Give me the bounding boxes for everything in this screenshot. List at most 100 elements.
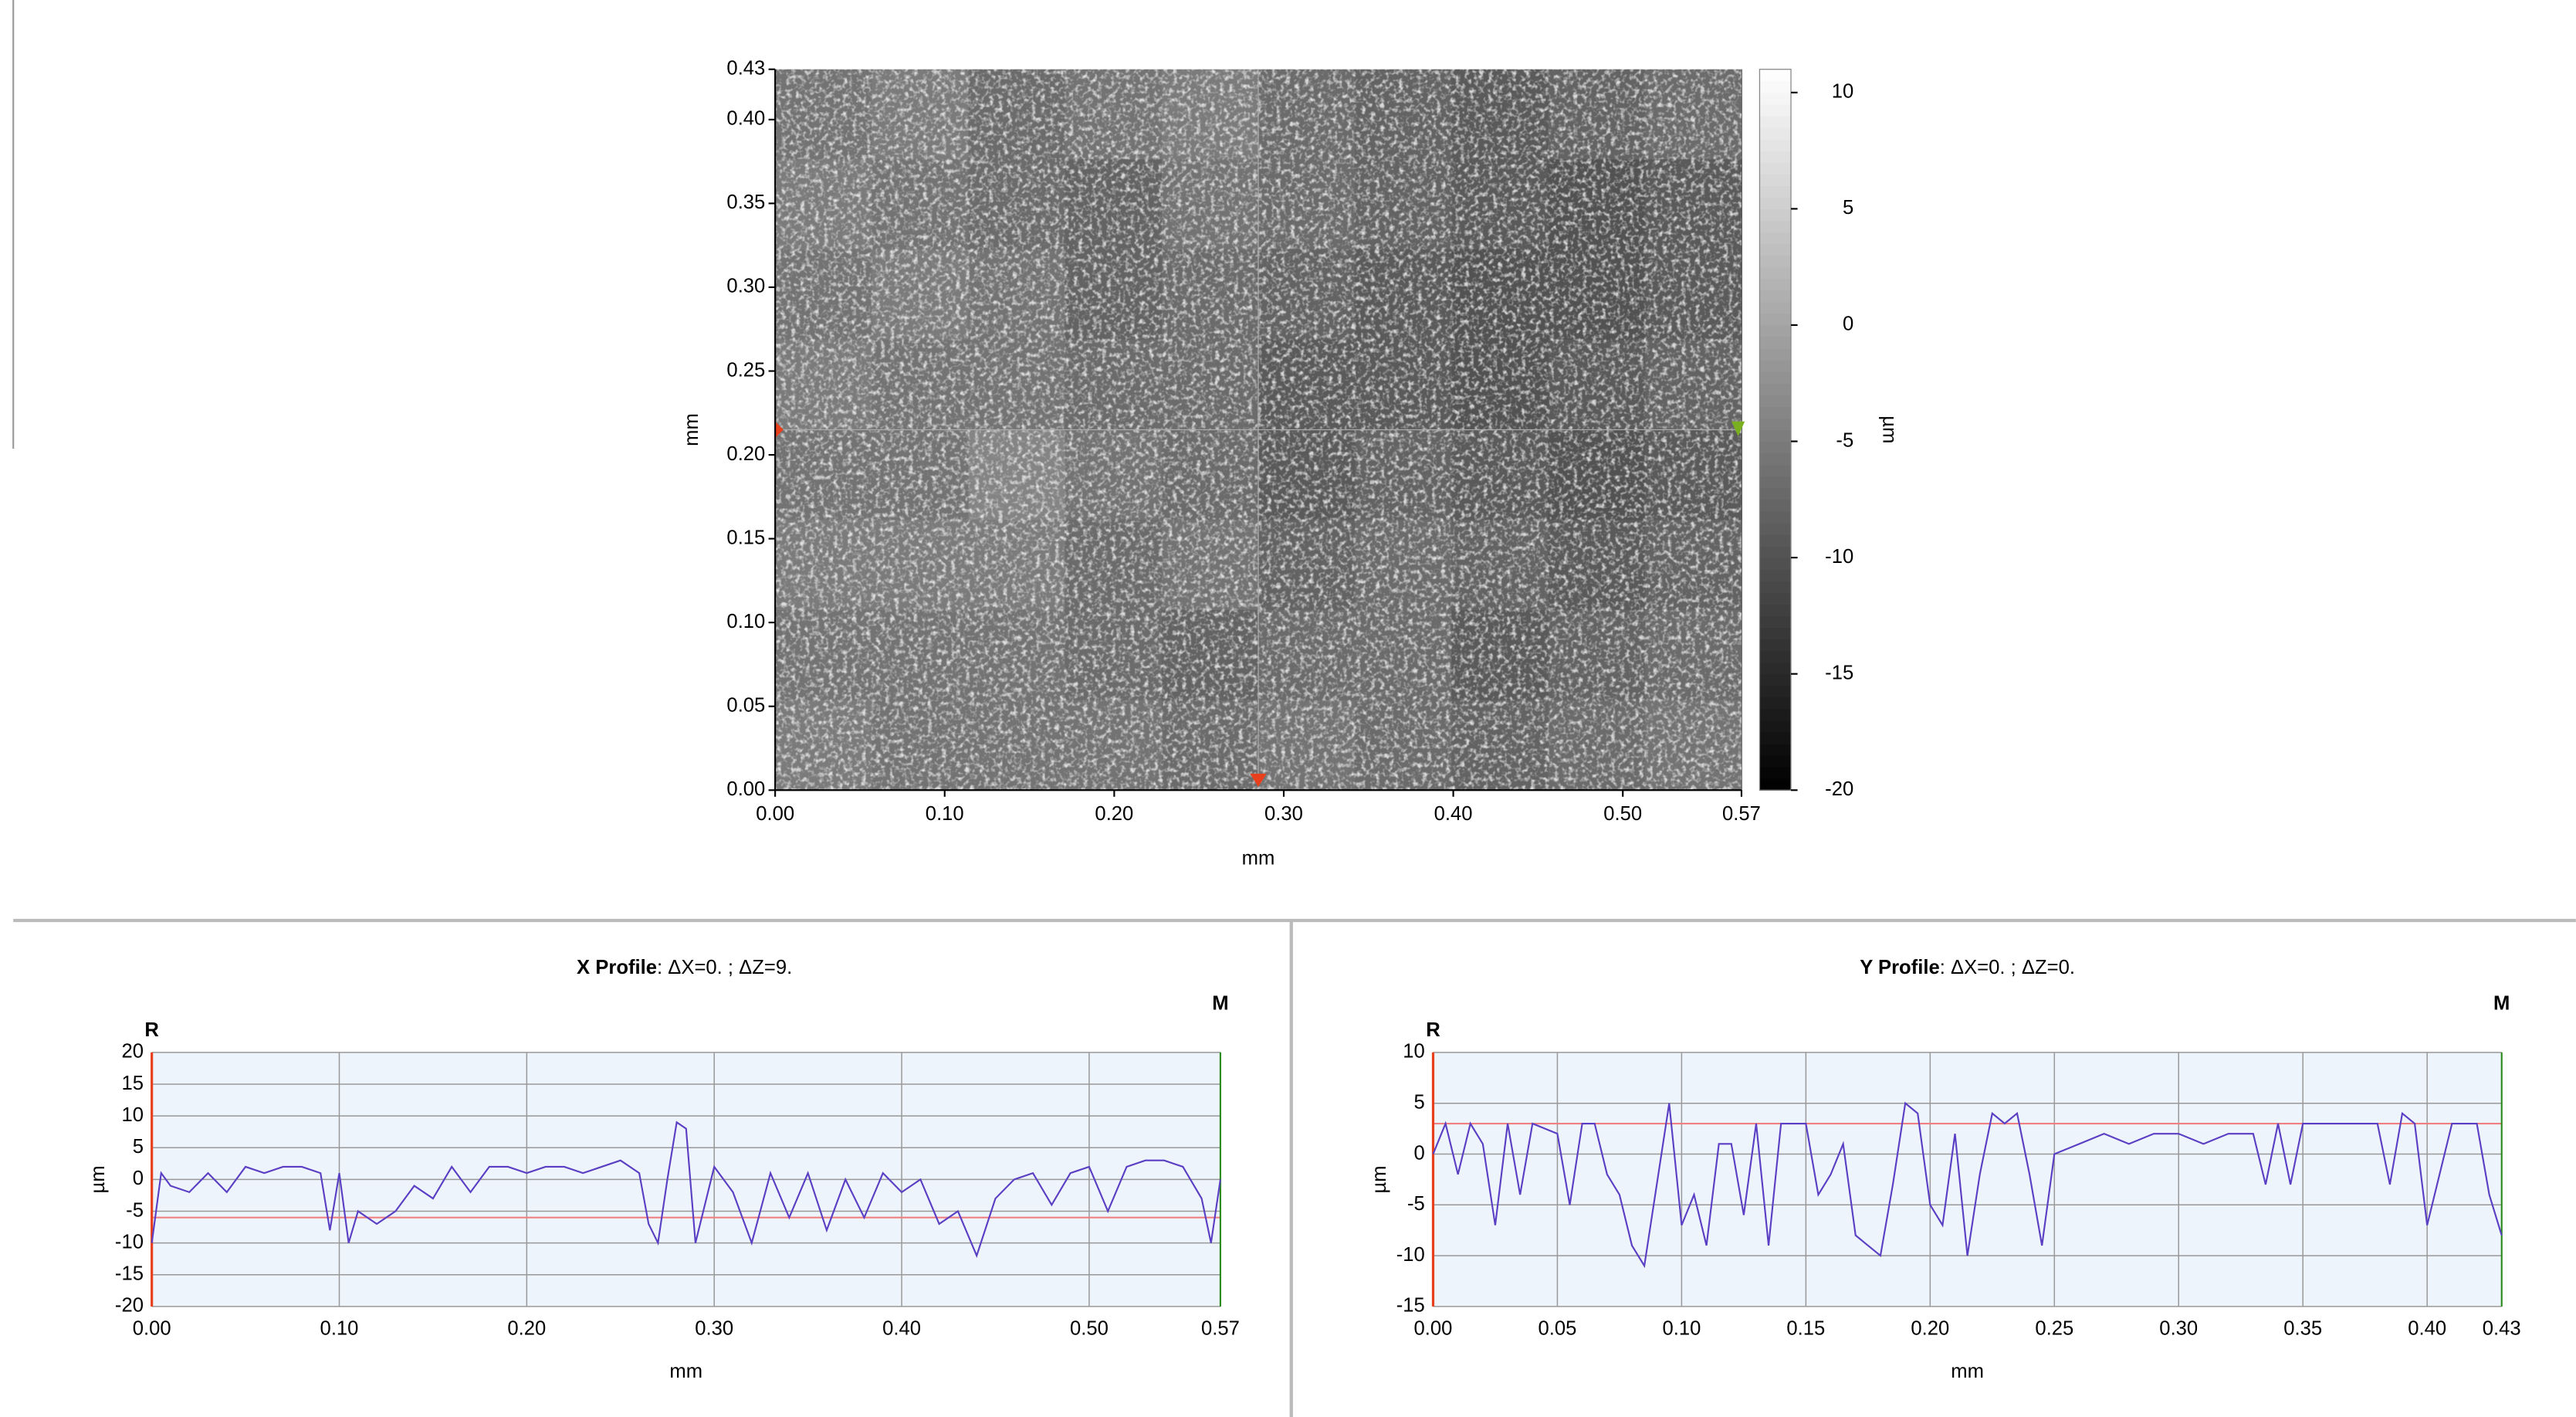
colorbar-tick-label: 0 bbox=[1843, 314, 1853, 335]
colorbar-step bbox=[1759, 266, 1792, 280]
colorbar-step bbox=[1759, 139, 1792, 151]
x-axis-label: mm bbox=[669, 1361, 702, 1382]
colorbar-step bbox=[1759, 441, 1792, 454]
x-tick-label: 0.43 bbox=[2483, 1318, 2521, 1340]
colorbar-step bbox=[1759, 522, 1792, 535]
colorbar-step bbox=[1759, 220, 1792, 233]
colorbar-step bbox=[1759, 348, 1792, 361]
y-tick-label: 0.10 bbox=[726, 611, 765, 632]
colorbar-step bbox=[1759, 510, 1792, 524]
colorbar-label: µm bbox=[1878, 415, 1900, 443]
plot-background bbox=[1433, 1052, 2502, 1307]
y-tick-label: 15 bbox=[121, 1073, 144, 1094]
y-tick-label: 10 bbox=[1403, 1041, 1425, 1063]
colorbar-step bbox=[1759, 92, 1792, 105]
colorbar-tick-label: -15 bbox=[1825, 662, 1853, 683]
colorbar-step bbox=[1759, 476, 1792, 489]
y-tick-label: 5 bbox=[1414, 1091, 1425, 1113]
x-tick-label: 0.20 bbox=[1911, 1318, 1949, 1340]
colorbar-step bbox=[1759, 697, 1792, 710]
x-tick-label: 0.57 bbox=[1201, 1318, 1240, 1340]
colorbar-step bbox=[1759, 290, 1792, 303]
x-tick-label: 0.20 bbox=[1095, 803, 1133, 825]
colorbar-step bbox=[1759, 744, 1792, 756]
profile-title-name: Y Profile bbox=[1860, 957, 1940, 978]
colorbar-step bbox=[1759, 731, 1792, 744]
y-axis-label: mm bbox=[681, 413, 702, 446]
x-axis-label: mm bbox=[1951, 1361, 1984, 1382]
x-tick-label: 0.40 bbox=[1434, 803, 1473, 825]
cursor-marker bbox=[1731, 421, 1745, 437]
colorbar-step bbox=[1759, 162, 1792, 175]
x-tick-label: 0.57 bbox=[1722, 803, 1761, 825]
colorbar-step bbox=[1759, 115, 1792, 128]
colorbar-step bbox=[1759, 174, 1792, 186]
x-tick-label: 0.50 bbox=[1070, 1318, 1109, 1340]
colorbar-tick-label: -5 bbox=[1836, 429, 1853, 451]
colorbar-step bbox=[1759, 69, 1792, 82]
colorbar-step bbox=[1759, 464, 1792, 477]
colorbar-step bbox=[1759, 767, 1792, 779]
y-tick-label: -10 bbox=[1396, 1244, 1425, 1266]
x-axis-label: mm bbox=[1242, 848, 1275, 870]
colorbar-step bbox=[1759, 103, 1792, 117]
y-tick-label: 20 bbox=[121, 1041, 144, 1063]
x-tick-label: 0.30 bbox=[695, 1318, 733, 1340]
y-tick-label: -20 bbox=[115, 1295, 144, 1317]
x-tick-label: 0.30 bbox=[1264, 803, 1303, 825]
colorbar-step bbox=[1759, 371, 1792, 384]
cursor-marker bbox=[1250, 773, 1267, 787]
x-tick-label: 0.50 bbox=[1603, 803, 1642, 825]
colorbar-step bbox=[1759, 313, 1792, 326]
colorbar-step bbox=[1759, 662, 1792, 675]
marker-label: R bbox=[1426, 1019, 1440, 1041]
y-tick-label: -15 bbox=[115, 1263, 144, 1285]
x-tick-label: 0.35 bbox=[2283, 1318, 2322, 1340]
colorbar-step bbox=[1759, 185, 1792, 198]
colorbar-step bbox=[1759, 650, 1792, 663]
colorbar-step bbox=[1759, 151, 1792, 163]
x-tick-label: 0.05 bbox=[1538, 1318, 1577, 1340]
y-tick-label: -5 bbox=[126, 1199, 144, 1221]
x-tick-label: 0.30 bbox=[2159, 1318, 2198, 1340]
colorbar-step bbox=[1759, 604, 1792, 617]
colorbar-step bbox=[1759, 383, 1792, 395]
colorbar-step bbox=[1759, 755, 1792, 768]
profile-title: Y Profile: ΔX=0. ; ΔZ=0. bbox=[1860, 957, 2075, 978]
colorbar-step bbox=[1759, 720, 1792, 733]
profile-title: X Profile: ΔX=0. ; ΔZ=9. bbox=[577, 957, 792, 978]
y-tick-label: 0.40 bbox=[726, 108, 765, 130]
colorbar-step bbox=[1759, 569, 1792, 581]
colorbar-step bbox=[1759, 301, 1792, 314]
colorbar-step bbox=[1759, 615, 1792, 629]
x-tick-label: 0.10 bbox=[926, 803, 964, 825]
colorbar-tick-label: -10 bbox=[1825, 546, 1853, 568]
y-tick-label: 0.43 bbox=[726, 57, 765, 79]
colorbar-step bbox=[1759, 360, 1792, 372]
y-tick-label: 0.15 bbox=[726, 527, 765, 548]
x-tick-label: 0.00 bbox=[756, 803, 794, 825]
colorbar-step bbox=[1759, 406, 1792, 419]
marker-label: M bbox=[2493, 993, 2510, 1015]
colorbar-step bbox=[1759, 429, 1792, 442]
colorbar-step bbox=[1759, 418, 1792, 431]
marker-label: M bbox=[1212, 993, 1228, 1015]
colorbar-step bbox=[1759, 592, 1792, 605]
y-axis-label: µm bbox=[1369, 1165, 1390, 1193]
y-tick-label: 10 bbox=[121, 1104, 144, 1126]
colorbar-step bbox=[1759, 255, 1792, 268]
x-tick-label: 0.20 bbox=[507, 1318, 546, 1340]
profile-line bbox=[1432, 1101, 2503, 1269]
colorbar-step bbox=[1759, 487, 1792, 500]
marker-label: R bbox=[144, 1019, 159, 1041]
x-tick-label: 0.10 bbox=[1662, 1318, 1701, 1340]
profile-line bbox=[151, 1120, 1221, 1259]
y-tick-label: 5 bbox=[133, 1136, 144, 1158]
colorbar-step bbox=[1759, 208, 1792, 222]
colorbar-tick-label: 10 bbox=[1832, 81, 1854, 103]
x-tick-label: 0.00 bbox=[133, 1318, 171, 1340]
x-tick-label: 0.15 bbox=[1786, 1318, 1825, 1340]
cursor-marker bbox=[775, 421, 784, 439]
